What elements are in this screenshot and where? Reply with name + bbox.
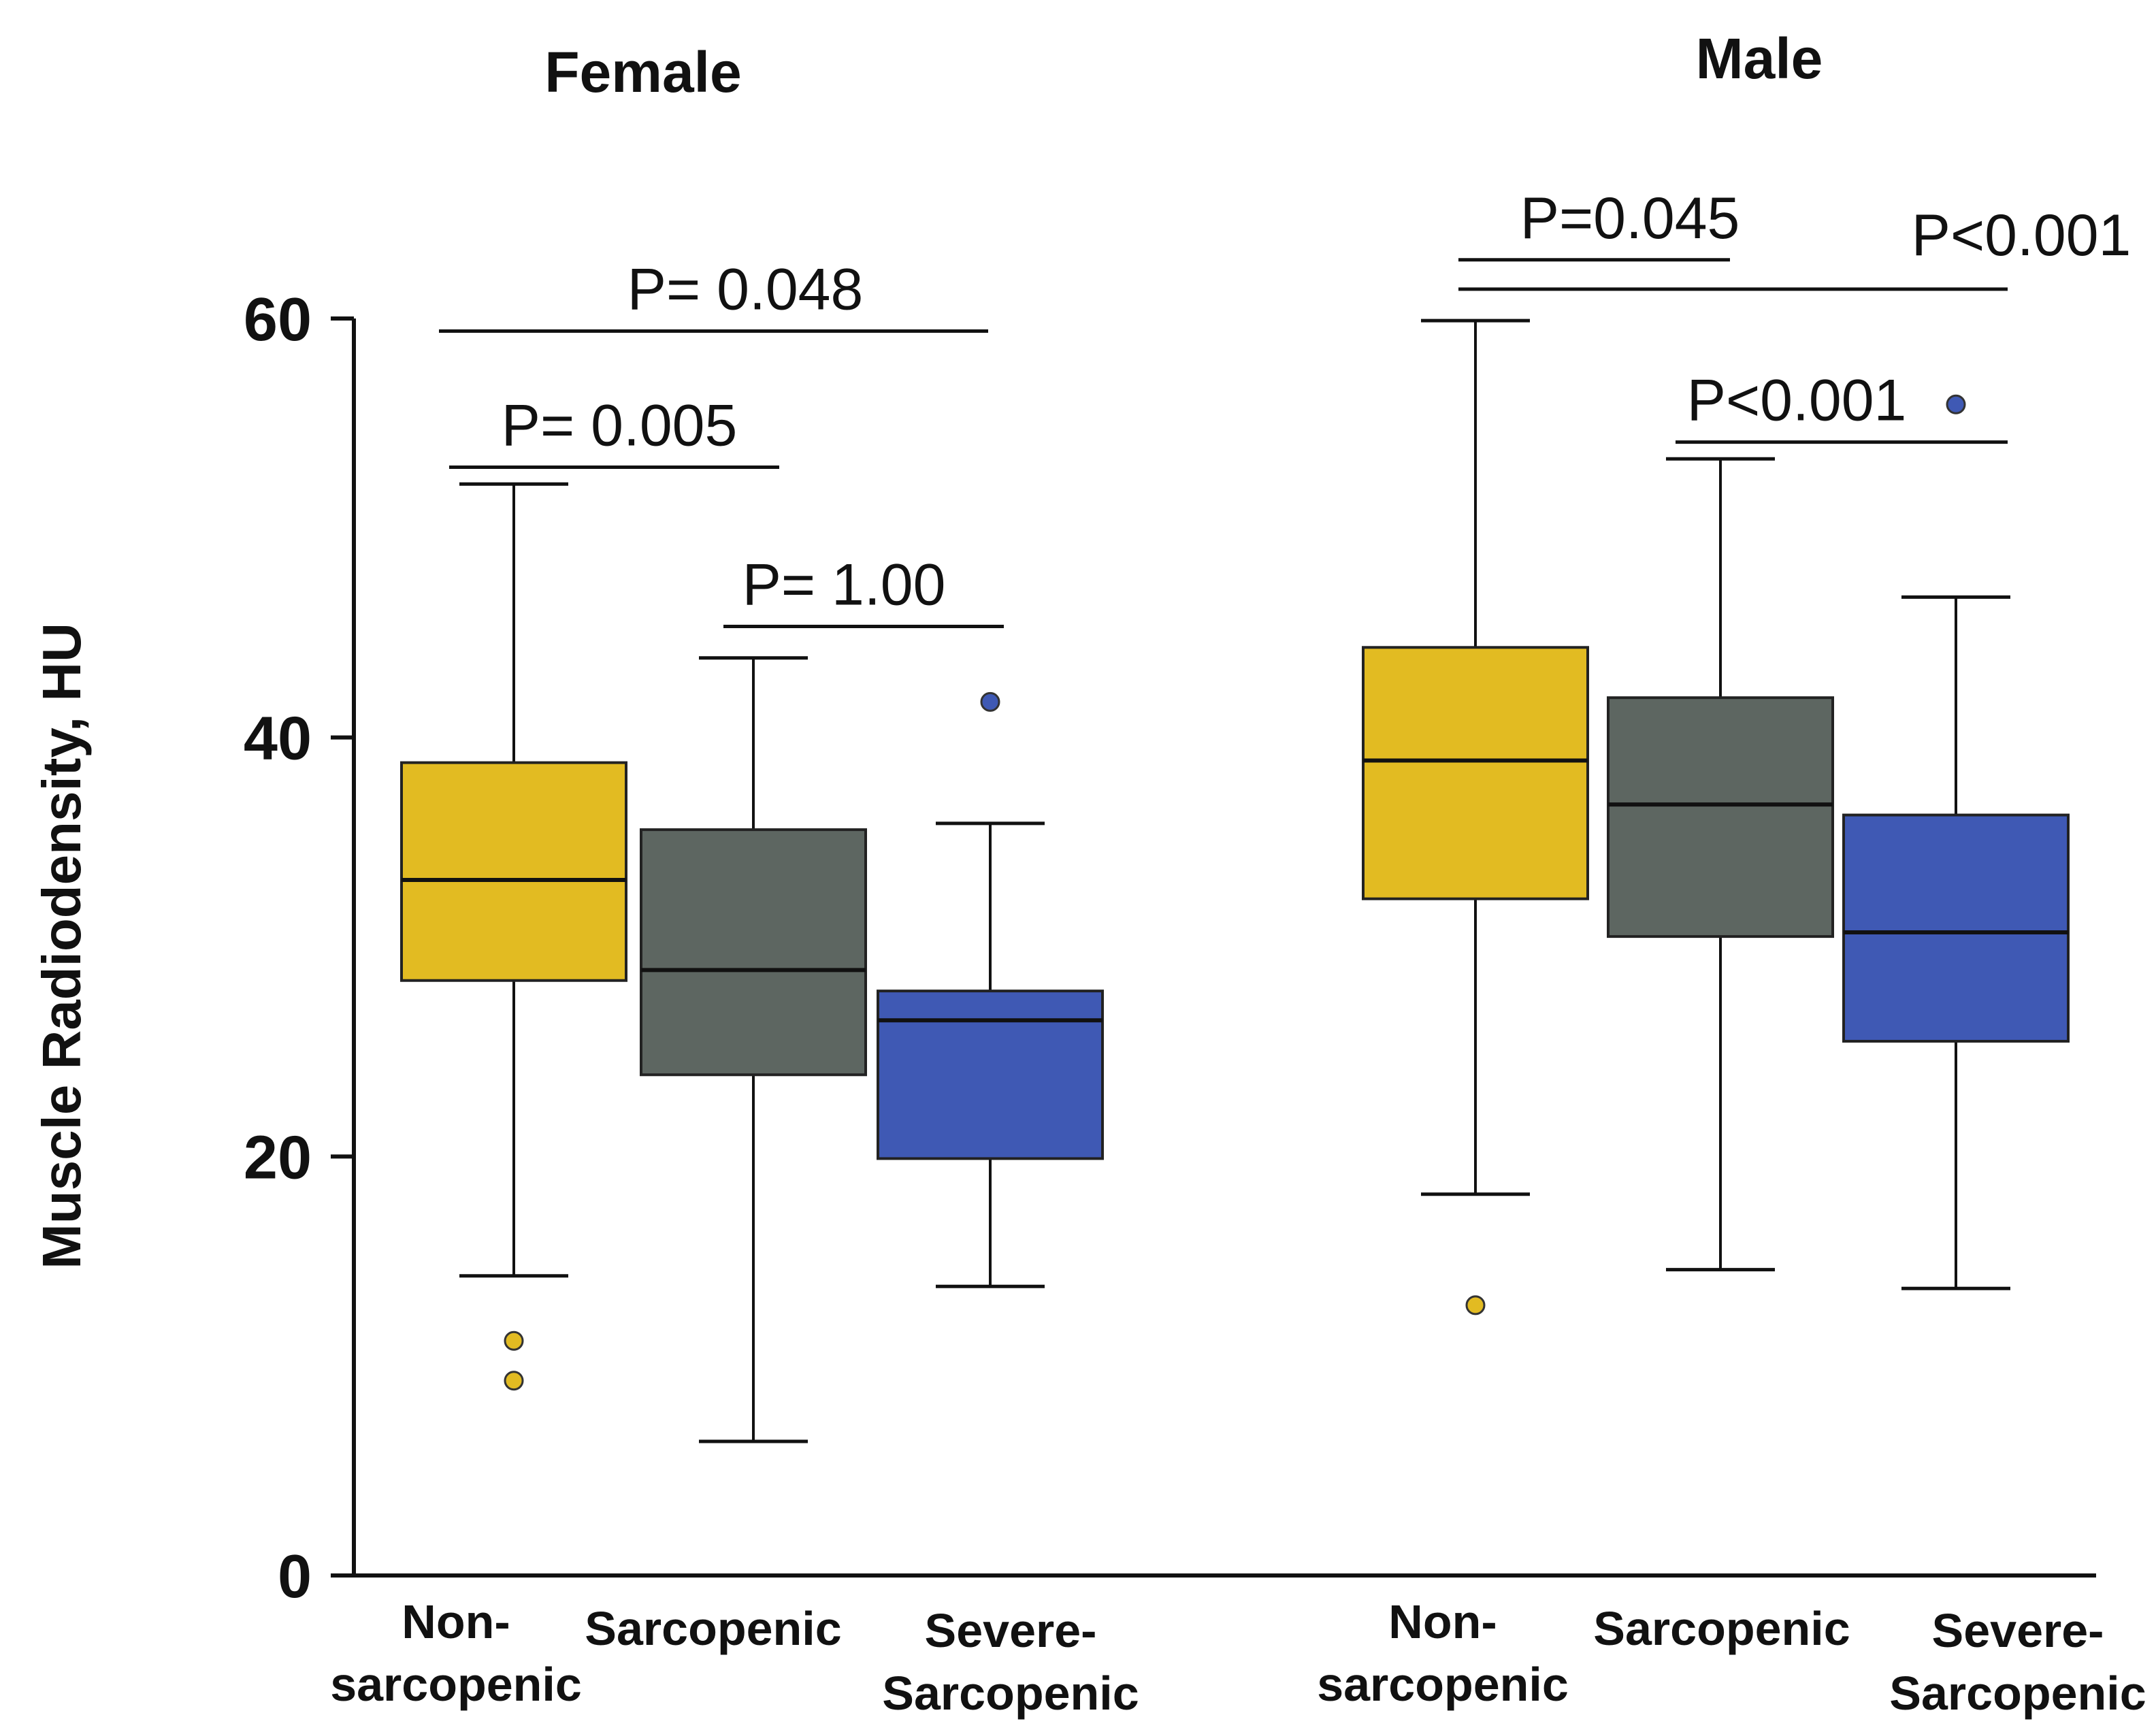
category-label: Sarcopenic <box>1593 1602 1850 1655</box>
box-male-non-sarcopenic <box>1362 318 1589 1316</box>
box-female-sarcopenic <box>640 656 867 1443</box>
significance-brackets: P= 0.048 P= 0.005 P= 1.00 P=0.045 P<0.001 P<0… <box>439 186 2132 629</box>
category-label: Sarcopenic <box>585 1602 841 1655</box>
category-label: Non-sarcopenic <box>1317 1595 1569 1711</box>
category-label-line: Sarcopenic <box>882 1667 1139 1720</box>
category-label: Non-sarcopenic <box>330 1595 582 1711</box>
box-male-sarcopenic <box>1607 457 1834 1272</box>
iqr-box <box>400 761 627 982</box>
p-value-label: P= 0.005 <box>502 393 738 459</box>
box-female-severe-sarcopenic <box>877 691 1104 1288</box>
category-label-line: Severe- <box>1932 1604 2104 1657</box>
category-label-line: Severe- <box>925 1604 1097 1657</box>
p-value-label: P<0.001 <box>1687 368 1907 434</box>
y-tick-label: 20 <box>244 1124 312 1192</box>
category-label-line: Sarcopenic <box>1593 1602 1850 1655</box>
axes: 0 20 40 60 Muscle Radiodensity, HU <box>31 286 2096 1611</box>
group-title-male: Male <box>1696 27 1823 91</box>
box-male-severe-sarcopenic <box>1842 394 2070 1290</box>
p-value-label: P= 1.00 <box>742 553 946 618</box>
outlier-point <box>504 1371 524 1391</box>
outlier-point <box>1946 394 1966 414</box>
category-label-line: Non- <box>1388 1595 1497 1648</box>
outlier-point <box>1465 1295 1486 1316</box>
p-value-label: P<0.001 <box>1912 203 2132 268</box>
p-value-label: P=0.045 <box>1520 186 1740 251</box>
iqr-box <box>1607 696 1834 938</box>
iqr-box <box>1362 646 1589 900</box>
iqr-box <box>640 828 867 1077</box>
p-value-label: P= 0.048 <box>627 257 864 322</box>
iqr-box <box>877 990 1104 1160</box>
group-titles: Female Male <box>544 27 1823 104</box>
group-title-female: Female <box>544 40 742 104</box>
category-label: Severe- Sarcopenic <box>882 1604 1139 1720</box>
category-label-line: sarcopenic <box>1317 1658 1569 1711</box>
outlier-point <box>980 691 1000 712</box>
y-tick-label: 40 <box>244 705 312 773</box>
y-tick-label: 0 <box>278 1543 312 1611</box>
iqr-box <box>1842 813 2070 1043</box>
y-tick-label: 60 <box>244 286 312 354</box>
outlier-point <box>504 1330 524 1351</box>
box-series <box>400 318 2070 1443</box>
category-label-line: Sarcopenic <box>585 1602 841 1655</box>
box-female-non-sarcopenic <box>400 482 627 1391</box>
category-label: Severe- Sarcopenic <box>1889 1604 2146 1720</box>
category-label-line: Non- <box>402 1595 510 1648</box>
y-axis-label: Muscle Radiodensity, HU <box>31 623 92 1269</box>
category-label-line: Sarcopenic <box>1889 1667 2146 1720</box>
category-label-line: sarcopenic <box>330 1658 582 1711</box>
